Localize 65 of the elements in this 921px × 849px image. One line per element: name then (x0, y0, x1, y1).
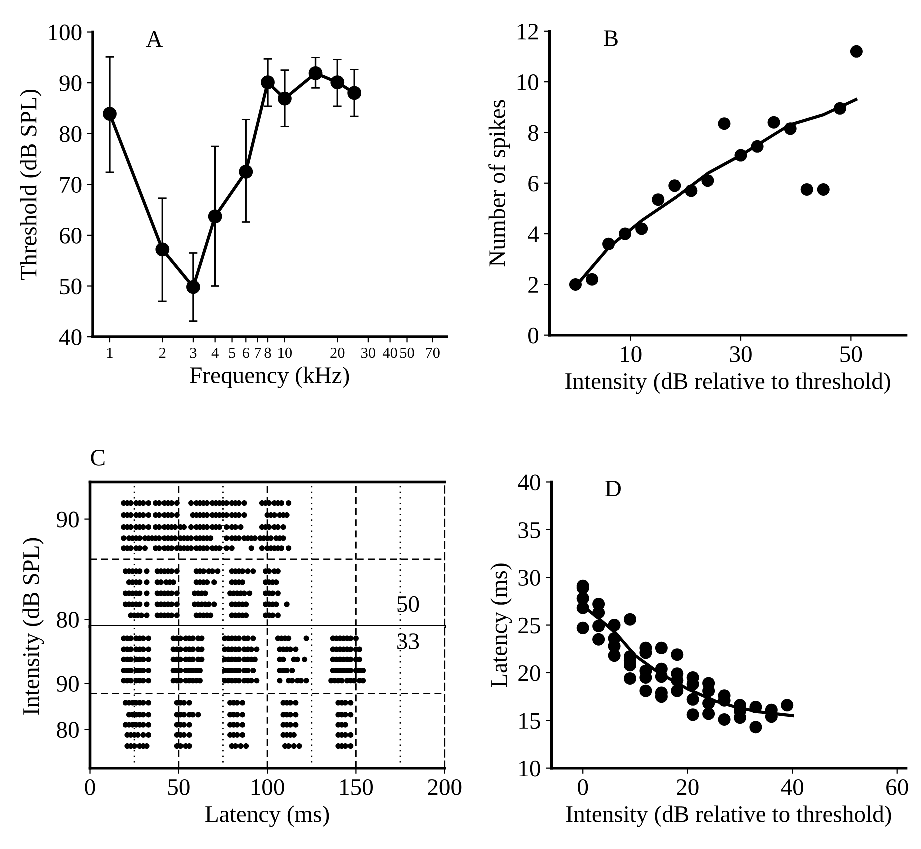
x-tick-label: 2 (160, 348, 166, 358)
x-tick-label: 4 (212, 348, 219, 358)
y-tick-label: 30 (518, 570, 540, 586)
x-tick-label: 1 (108, 348, 113, 358)
y-tick-label: 80 (57, 612, 79, 628)
x-tick-label: 0 (578, 779, 588, 796)
y-tick-label: 90 (60, 76, 82, 92)
x-tick-label: 50 (400, 348, 414, 358)
y-tick-label: 80 (57, 722, 79, 738)
x-tick-label: 50 (840, 346, 862, 362)
x-tick-label: 60 (886, 779, 908, 796)
y-tick-label: 6 (528, 176, 539, 192)
y-tick-label: 90 (56, 512, 79, 528)
y-axis-title: Threshold (dB SPL) (20, 90, 42, 280)
x-tick-label: 70 (426, 348, 440, 358)
y-tick-label: 100 (49, 24, 82, 41)
x-tick-label: 5 (229, 348, 236, 358)
x-tick-label: 8 (264, 348, 272, 358)
x-tick-label: 0 (85, 779, 96, 796)
chart-title: A (146, 31, 163, 48)
x-tick-label: 40 (382, 348, 398, 358)
y-axis-title: Latency (ms) (490, 564, 512, 688)
x-tick-label: 10 (621, 346, 642, 362)
x-axis-title: Latency (ms) (206, 806, 330, 828)
x-tick-label: 20 (677, 779, 699, 796)
y-tick-label: 40 (59, 330, 82, 346)
x-axis-title: Intensity (dB relative to threshold) (566, 806, 892, 828)
y-tick-label: 35 (518, 522, 540, 538)
y-tick-label: 2 (528, 277, 538, 293)
x-tick-label: 150 (340, 779, 374, 796)
x-tick-label: 3 (190, 348, 197, 358)
x-tick-label: 30 (362, 348, 376, 358)
x-tick-label: 30 (730, 346, 752, 362)
x-tick-label: 200 (428, 779, 462, 796)
chart-title: C (91, 450, 105, 466)
y-tick-label: 70 (60, 177, 82, 194)
chart-title: B (604, 30, 618, 46)
x-axis-title: Intensity (dB relative to threshold) (566, 372, 890, 394)
x-tick-label: 6 (242, 348, 250, 358)
x-tick-label: 50 (168, 779, 190, 796)
annotation: 50 (398, 596, 420, 612)
y-axis-title: Number of spikes (488, 100, 510, 267)
x-tick-label: 100 (252, 779, 284, 796)
y-tick-label: 15 (520, 713, 540, 730)
annotation: 33 (398, 634, 420, 650)
y-tick-label: 0 (528, 328, 539, 344)
y-tick-label: 4 (528, 226, 540, 242)
y-tick-label: 20 (518, 665, 540, 682)
y-tick-label: 80 (60, 126, 82, 142)
y-tick-label: 10 (518, 74, 539, 90)
y-tick-label: 60 (60, 228, 82, 244)
chart-title: D (606, 481, 621, 497)
x-tick-label: 40 (781, 779, 804, 796)
y-tick-label: 40 (518, 474, 540, 491)
y-tick-label: 50 (60, 278, 82, 295)
y-axis-title: Intensity (dB SPL) (22, 538, 44, 715)
y-tick-label: 90 (56, 676, 79, 692)
y-tick-label: 10 (520, 760, 540, 777)
x-axis-title: Frequency (kHz) (190, 366, 350, 388)
y-tick-label: 25 (518, 618, 540, 634)
y-tick-label: 12 (518, 24, 538, 40)
x-tick-label: 20 (330, 348, 345, 358)
x-tick-label: 10 (278, 348, 292, 358)
x-tick-label: 7 (255, 348, 262, 358)
y-tick-label: 8 (528, 125, 539, 142)
